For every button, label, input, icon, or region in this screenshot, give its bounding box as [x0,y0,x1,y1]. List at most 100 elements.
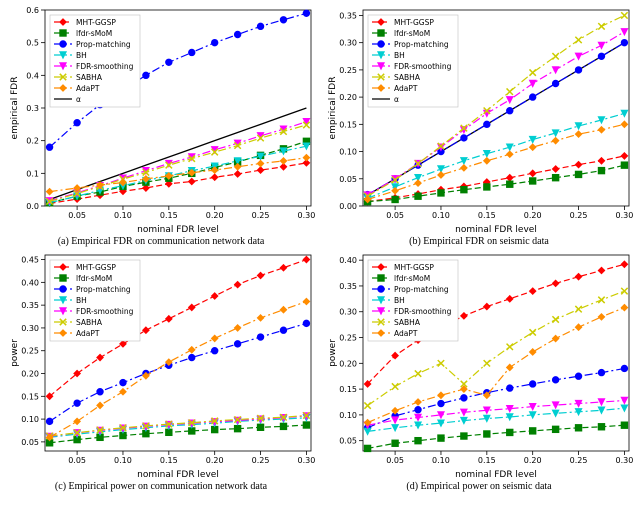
svg-text:0.05: 0.05 [21,438,39,447]
svg-text:lfdr-sMoM: lfdr-sMoM [76,274,112,283]
svg-text:0.35: 0.35 [339,282,357,291]
svg-text:0.20: 0.20 [206,456,224,465]
svg-text:FDR-smoothing: FDR-smoothing [76,62,134,71]
svg-text:0.10: 0.10 [339,411,357,420]
svg-text:0.1: 0.1 [26,169,39,178]
svg-text:Prop-matching: Prop-matching [394,40,449,49]
svg-text:0.10: 0.10 [432,456,450,465]
svg-text:0.20: 0.20 [206,211,224,220]
svg-text:0.30: 0.30 [298,211,316,220]
svg-text:0.45: 0.45 [21,256,39,265]
svg-text:lfdr-sMoM: lfdr-sMoM [394,29,430,38]
svg-text:0.15: 0.15 [478,211,496,220]
svg-text:SABHA: SABHA [76,73,103,82]
svg-text:0.15: 0.15 [160,211,178,220]
svg-text:0.20: 0.20 [21,370,39,379]
svg-text:0.15: 0.15 [21,392,39,401]
svg-text:power: power [328,339,338,367]
svg-text:0.35: 0.35 [21,301,39,310]
svg-text:empirical FDR: empirical FDR [328,77,338,140]
chart-c: 0.05 0.10 0.15 0.20 0.25 0.30 0.05 0.10 0.15 0.20… [5,249,317,481]
svg-text:AdaPT: AdaPT [394,329,418,338]
svg-text:FDR-smoothing: FDR-smoothing [394,62,452,71]
svg-text:BH: BH [76,296,87,305]
panel-a: 0.050.100.150.200.250.300.00.10.20.30.40… [4,4,318,247]
svg-text:0.40: 0.40 [339,256,357,265]
svg-text:0.10: 0.10 [432,211,450,220]
svg-text:0.15: 0.15 [160,456,178,465]
svg-text:0.25: 0.25 [252,456,270,465]
svg-text:0.25: 0.25 [570,211,588,220]
svg-text:0.05: 0.05 [386,456,404,465]
svg-text:0.10: 0.10 [114,211,132,220]
svg-text:nominal FDR level: nominal FDR level [455,470,537,480]
svg-text:BH: BH [76,51,87,60]
svg-text:0.20: 0.20 [339,359,357,368]
svg-text:SABHA: SABHA [394,318,421,327]
svg-text:0.15: 0.15 [339,120,357,129]
svg-text:0.25: 0.25 [570,456,588,465]
svg-text:power: power [10,339,20,367]
svg-text:0.30: 0.30 [339,308,357,317]
svg-text:0.2: 0.2 [26,137,39,146]
svg-text:SABHA: SABHA [76,318,103,327]
svg-text:0.15: 0.15 [339,385,357,394]
svg-text:FDR-smoothing: FDR-smoothing [76,307,134,316]
chart-b: 0.050.100.150.200.250.300.000.050.100.15… [323,4,635,236]
svg-text:α: α [394,95,399,104]
svg-text:0.30: 0.30 [339,39,357,48]
svg-text:BH: BH [394,51,405,60]
svg-text:0.05: 0.05 [386,211,404,220]
svg-text:0.05: 0.05 [68,211,86,220]
svg-text:0.05: 0.05 [339,175,357,184]
svg-text:0.25: 0.25 [339,334,357,343]
svg-text:0.10: 0.10 [114,456,132,465]
svg-text:0.40: 0.40 [21,278,39,287]
caption-b: (b) Empirical FDR on seismic data [409,236,549,247]
svg-text:0.4: 0.4 [26,71,39,80]
svg-text:0.10: 0.10 [21,415,39,424]
chart-a: 0.050.100.150.200.250.300.00.10.20.30.40… [5,4,317,236]
svg-text:0.30: 0.30 [21,324,39,333]
svg-text:AdaPT: AdaPT [76,84,100,93]
svg-text:FDR-smoothing: FDR-smoothing [394,307,452,316]
svg-text:0.5: 0.5 [26,39,39,48]
svg-text:0.15: 0.15 [478,456,496,465]
panel-c: 0.05 0.10 0.15 0.20 0.25 0.30 0.05 0.10 0.15 0.20… [4,249,318,492]
svg-text:nominal FDR level: nominal FDR level [455,225,537,235]
svg-text:0.20: 0.20 [524,456,542,465]
svg-text:α: α [76,95,81,104]
svg-text:MHT-GGSP: MHT-GGSP [394,18,434,27]
panel-d: 0.05 0.10 0.15 0.20 0.25 0.30 0.05 0.10 0.15 0.20… [322,249,636,492]
svg-text:0.30: 0.30 [616,456,634,465]
svg-text:empirical FDR: empirical FDR [10,77,20,140]
svg-text:nominal FDR level: nominal FDR level [137,470,219,480]
svg-text:0.30: 0.30 [616,211,634,220]
chart-d: 0.05 0.10 0.15 0.20 0.25 0.30 0.05 0.10 0.15 0.20… [323,249,635,481]
svg-text:SABHA: SABHA [394,73,421,82]
caption-d: (d) Empirical power on seismic data [406,481,551,492]
svg-text:0.05: 0.05 [339,437,357,446]
svg-text:lfdr-sMoM: lfdr-sMoM [76,29,112,38]
svg-text:0.25: 0.25 [21,347,39,356]
svg-text:Prop-matching: Prop-matching [76,285,131,294]
svg-text:AdaPT: AdaPT [76,329,100,338]
svg-text:nominal FDR level: nominal FDR level [137,225,219,235]
svg-text:MHT-GGSP: MHT-GGSP [394,263,434,272]
svg-text:MHT-GGSP: MHT-GGSP [76,263,116,272]
caption-c: (c) Empirical power on communication net… [55,481,267,492]
caption-a: (a) Empirical FDR on communication netwo… [58,236,265,247]
svg-text:0.05: 0.05 [68,456,86,465]
svg-text:Prop-matching: Prop-matching [76,40,131,49]
svg-text:0.25: 0.25 [252,211,270,220]
svg-text:0.6: 0.6 [26,6,39,15]
svg-text:lfdr-sMoM: lfdr-sMoM [394,274,430,283]
svg-text:BH: BH [394,296,405,305]
svg-text:0.00: 0.00 [339,202,357,211]
svg-text:0.25: 0.25 [339,66,357,75]
svg-text:0.3: 0.3 [26,104,39,113]
svg-text:MHT-GGSP: MHT-GGSP [76,18,116,27]
svg-text:0.20: 0.20 [524,211,542,220]
svg-text:0.30: 0.30 [298,456,316,465]
svg-text:0.20: 0.20 [339,93,357,102]
